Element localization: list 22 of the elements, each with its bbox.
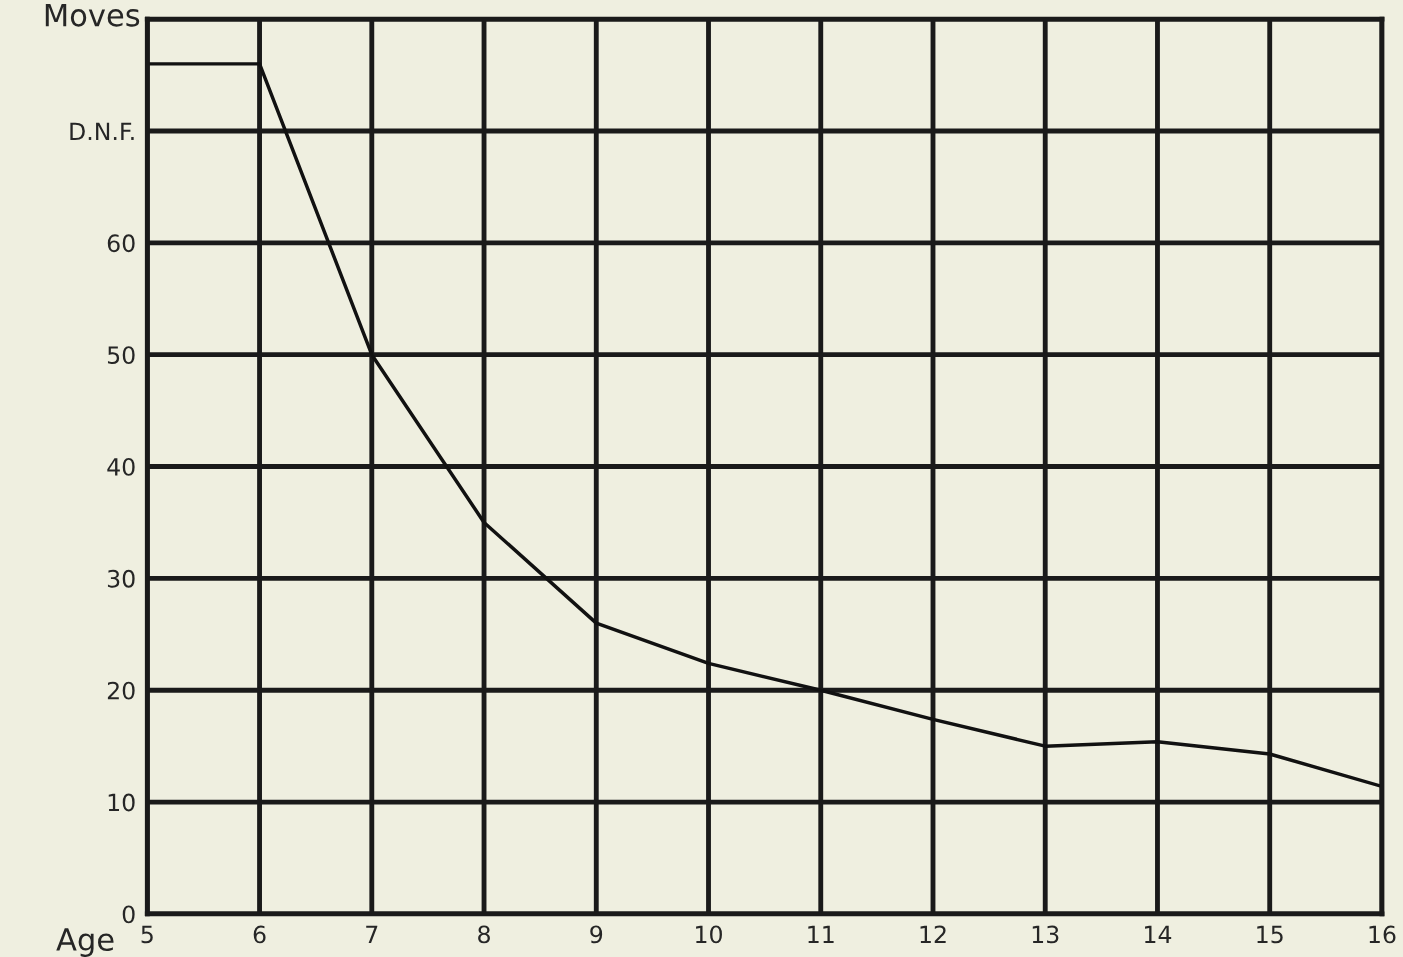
x-tick-label: 14	[1145, 925, 1172, 943]
x-tick-label: 16	[1369, 925, 1396, 944]
y-tick-label: 60	[107, 234, 135, 253]
y-tick-label: D.N.F.	[70, 122, 134, 140]
y-tick-label: 50	[107, 346, 135, 364]
x-tick-label: 5	[141, 925, 153, 944]
x-tick-label: 9	[590, 925, 603, 944]
x-tick-label: 15	[1257, 925, 1283, 944]
y-tick-label: 30	[107, 569, 135, 588]
x-tick-label: 8	[478, 925, 490, 944]
y-axis-title: Moves	[45, 3, 140, 27]
y-tick-label: 20	[107, 681, 135, 700]
x-tick-label: 11	[808, 925, 834, 943]
x-axis-title: Age	[56, 928, 114, 957]
x-tick-label: 7	[366, 925, 378, 943]
y-tick-label: 0	[122, 905, 135, 924]
x-tick-label: 6	[253, 925, 266, 944]
x-tick-label: 10	[696, 925, 722, 944]
x-tick-label: 13	[1032, 925, 1059, 944]
x-tick-label: 12	[920, 925, 946, 943]
y-tick-label: 40	[107, 457, 135, 476]
y-tick-label: 10	[108, 793, 135, 812]
